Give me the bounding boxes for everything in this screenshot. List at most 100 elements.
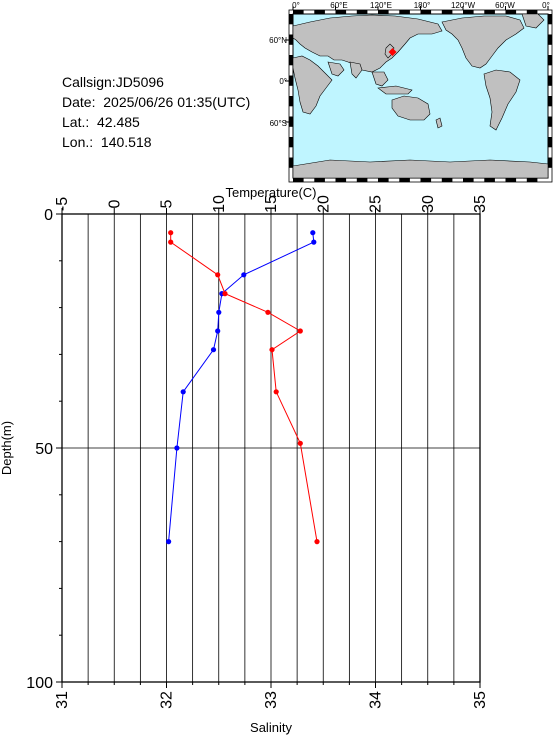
- salinity-data-point: [314, 539, 320, 545]
- map-lon-label-6: 0°: [542, 1, 550, 10]
- salinity-profile-line: [170, 232, 318, 542]
- station-info: Callsign:JD5096 Date: 2025/06/26 01:35(U…: [62, 72, 250, 152]
- map-frame-left-segment: [289, 55, 293, 66]
- map-lon-label-4: 120°W: [451, 1, 476, 10]
- salinity-data-point: [273, 389, 279, 395]
- map-frame-bottom-segment: [335, 178, 347, 182]
- map-frame-bottom-segment: [526, 178, 538, 182]
- map-frame-right-segment: [548, 157, 552, 168]
- map-frame-top-segment: [335, 10, 347, 14]
- salinity-data-point: [297, 328, 303, 334]
- map-frame-bottom-segment: [399, 178, 410, 182]
- callsign-text: Callsign:JD5096: [62, 74, 164, 90]
- temperature-tick-label: -5: [54, 197, 71, 211]
- temperature-data-point: [310, 230, 316, 236]
- map-frame-top-segment: [484, 10, 495, 14]
- temperature-tick-label: 30: [420, 195, 437, 213]
- map-frame-left-segment: [289, 157, 293, 168]
- map-frame-left-segment: [289, 75, 293, 86]
- map-frame-left-segment: [289, 34, 293, 45]
- temperature-tick-label: 10: [211, 195, 228, 213]
- map-land-northamerica: [441, 15, 525, 69]
- map-frame-right-segment: [548, 34, 552, 45]
- map-frame-right-segment: [548, 14, 552, 25]
- salinity-tick-label: 33: [263, 691, 280, 709]
- map-frame-left-segment: [289, 116, 293, 127]
- temperature-data-point: [216, 309, 222, 315]
- map-frame-right-segment: [548, 55, 552, 66]
- salinity-data-point: [265, 309, 271, 315]
- map-lon-label-3: 180°: [414, 1, 431, 10]
- temperature-tick-label: 0: [106, 199, 123, 208]
- salinity-data-point: [168, 239, 174, 245]
- salinity-tick-label: 35: [472, 691, 489, 709]
- map-frame-right-segment: [548, 75, 552, 86]
- map-frame-top-segment: [314, 10, 325, 14]
- map-frame-left-segment: [289, 137, 293, 148]
- chart-grid: [61, 214, 481, 682]
- temperature-tick-label: 20: [315, 195, 332, 213]
- map-land-indonesia: [377, 85, 413, 95]
- map-land-india: [349, 61, 363, 79]
- map-ticks: [285, 6, 549, 123]
- depth-axis-ticks: 0 50 100: [26, 207, 62, 692]
- map-frame-right-segment: [548, 137, 552, 148]
- map-land-eurasia: [292, 14, 443, 73]
- date-text: Date: 2025/06/26 01:35(UTC): [62, 94, 251, 110]
- temperature-data-point: [174, 445, 180, 451]
- salinity-tick-label: 31: [54, 691, 71, 709]
- map-frame-top-segment: [378, 10, 389, 14]
- temperature-axis-ticks: -5 0 5 10 15 20 25 30 35: [54, 195, 489, 214]
- temperature-data-point: [241, 272, 247, 278]
- temperature-data-point: [311, 239, 317, 245]
- salinity-tick-label: 32: [159, 691, 176, 709]
- map-frame-top-segment: [526, 10, 538, 14]
- temperature-data-point: [215, 328, 221, 334]
- map-land-arabia: [327, 61, 345, 77]
- map-land-australia: [391, 95, 431, 121]
- map-frame-left-segment: [289, 14, 293, 25]
- salinity-axis-ticks: 31 32 33 34 35: [54, 682, 489, 709]
- map-frame-bottom-segment: [378, 178, 389, 182]
- map-land-seasia: [371, 71, 389, 87]
- map-lon-label-0: 0°: [292, 1, 300, 10]
- temperature-tick-label: 15: [263, 195, 280, 213]
- map-frame-top-segment: [441, 10, 453, 14]
- depth-tick-label: 50: [35, 441, 53, 458]
- map-frame-top-segment: [356, 10, 368, 14]
- map-lon-label-5: 60°W: [495, 1, 515, 10]
- world-map: 0° 60°E 120°E 180° 120°W 60°W 0° 60°N 0°…: [269, 1, 553, 183]
- map-frame-bottom-segment: [314, 178, 325, 182]
- depth-axis-title: Depth(m): [0, 421, 14, 475]
- map-lat-label-0: 60°N: [269, 36, 287, 45]
- map-frame-right-segment: [548, 96, 552, 107]
- map-frame-top-segment: [293, 10, 304, 14]
- map-frame-bottom-segment: [441, 178, 453, 182]
- salinity-data-point: [168, 230, 174, 236]
- map-frame-bottom-segment: [293, 178, 304, 182]
- map-frame-bottom-segment: [420, 178, 432, 182]
- map-frame-bottom-segment: [484, 178, 495, 182]
- temperature-data-point: [180, 389, 186, 395]
- salinity-data-point: [222, 291, 228, 297]
- map-frame-top-segment: [505, 10, 517, 14]
- map-lon-label-2: 120°E: [370, 1, 392, 10]
- map-land-southamerica: [483, 69, 521, 131]
- salinity-data-point: [215, 272, 221, 278]
- map-frame-left-segment: [289, 96, 293, 107]
- salinity-data-point: [297, 440, 303, 446]
- depth-tick-label: 100: [26, 675, 53, 692]
- temperature-data-point: [210, 347, 217, 353]
- temperature-axis-title: Temperature(C): [225, 185, 316, 200]
- depth-tick-label: 0: [44, 207, 53, 224]
- salinity-data-point: [269, 347, 275, 353]
- longitude-text: Lon.: 140.518: [62, 134, 152, 150]
- latitude-text: Lat.: 42.485: [62, 114, 140, 130]
- temperature-profile-line: [168, 232, 315, 542]
- temperature-tick-label: 35: [472, 195, 489, 213]
- map-frame-top-segment: [399, 10, 410, 14]
- map-frame-top-segment: [420, 10, 432, 14]
- map-lat-label-1: 0°: [279, 77, 287, 86]
- map-lon-label-1: 60°E: [330, 1, 347, 10]
